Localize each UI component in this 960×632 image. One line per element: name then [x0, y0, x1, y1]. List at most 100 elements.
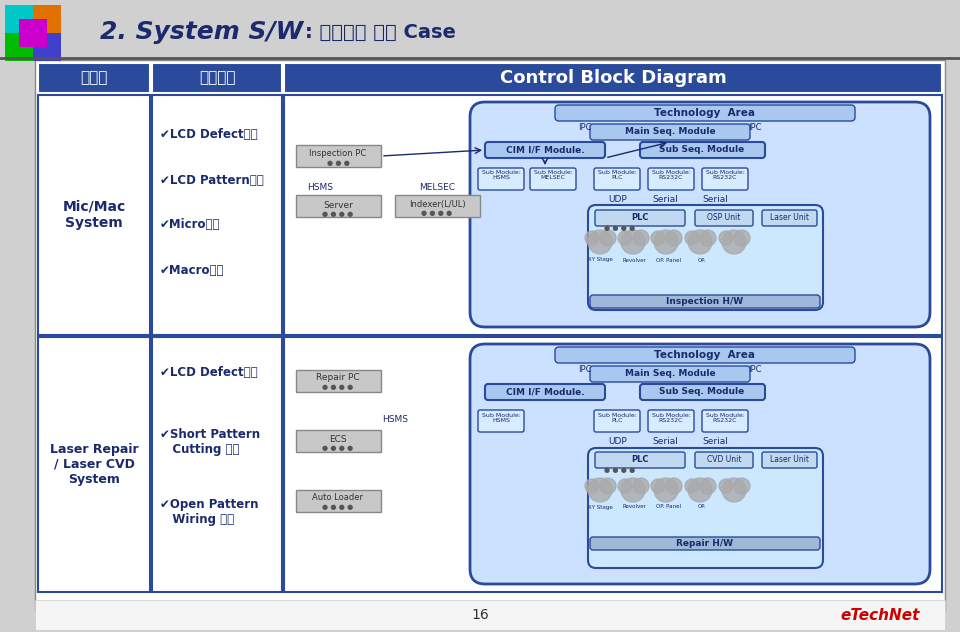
Text: Revolver: Revolver — [622, 504, 646, 509]
Text: Main Seq. Module: Main Seq. Module — [625, 370, 715, 379]
Text: IPC: IPC — [578, 123, 591, 131]
Text: PLC: PLC — [632, 456, 649, 465]
Text: Laser Repair
/ Laser CVD
System: Laser Repair / Laser CVD System — [50, 442, 138, 485]
FancyBboxPatch shape — [640, 142, 765, 158]
Circle shape — [719, 479, 733, 493]
Text: 장비명: 장비명 — [81, 71, 108, 85]
Text: Sub Seq. Module: Sub Seq. Module — [660, 387, 745, 396]
Text: Sub Module:
RS232C: Sub Module: RS232C — [652, 169, 690, 180]
FancyBboxPatch shape — [590, 537, 820, 550]
Bar — [19, 19, 47, 47]
Text: ● ● ● ●: ● ● ● ● — [323, 445, 353, 451]
Circle shape — [685, 479, 699, 493]
FancyBboxPatch shape — [695, 452, 753, 468]
Text: OSP Unit: OSP Unit — [708, 214, 741, 222]
FancyBboxPatch shape — [702, 410, 748, 432]
Text: CIM I/F Module.: CIM I/F Module. — [506, 145, 585, 154]
Text: XY Stage: XY Stage — [588, 257, 612, 262]
Text: ✔Open Pattern
   Wiring 가공: ✔Open Pattern Wiring 가공 — [160, 498, 258, 526]
Text: UDP: UDP — [609, 195, 628, 205]
Circle shape — [666, 230, 682, 246]
Text: ● ● ● ●: ● ● ● ● — [421, 210, 452, 216]
FancyBboxPatch shape — [762, 210, 817, 226]
Text: Sub Module:
MELSEC: Sub Module: MELSEC — [534, 169, 572, 180]
Text: HSMS: HSMS — [382, 415, 408, 425]
Text: eTechNet: eTechNet — [841, 607, 920, 623]
Text: OP.: OP. — [698, 257, 707, 262]
FancyBboxPatch shape — [590, 295, 820, 308]
Circle shape — [700, 478, 716, 494]
FancyBboxPatch shape — [555, 347, 855, 363]
FancyBboxPatch shape — [590, 366, 750, 382]
Text: ✔LCD Defect검사: ✔LCD Defect검사 — [160, 365, 257, 379]
Text: ✔LCD Pattern검사: ✔LCD Pattern검사 — [160, 174, 264, 186]
Circle shape — [588, 230, 612, 254]
Circle shape — [651, 479, 665, 493]
Text: 16: 16 — [471, 608, 489, 622]
FancyBboxPatch shape — [485, 384, 605, 400]
Text: 2. System S/W: 2. System S/W — [100, 20, 303, 44]
FancyBboxPatch shape — [695, 210, 753, 226]
Text: Revolver: Revolver — [622, 257, 646, 262]
Circle shape — [722, 478, 746, 502]
Text: Technology  Area: Technology Area — [655, 350, 756, 360]
Text: ✔Macro검사: ✔Macro검사 — [160, 264, 225, 277]
Text: OP. Panel: OP. Panel — [656, 257, 681, 262]
Bar — [38, 63, 150, 93]
Text: ● ● ● ●: ● ● ● ● — [605, 225, 636, 231]
FancyBboxPatch shape — [588, 448, 823, 568]
FancyBboxPatch shape — [588, 205, 823, 310]
Text: Auto Loader: Auto Loader — [313, 494, 364, 502]
Bar — [296, 370, 381, 392]
Bar — [284, 95, 942, 335]
Circle shape — [734, 230, 750, 246]
FancyBboxPatch shape — [470, 344, 930, 584]
Circle shape — [585, 479, 599, 493]
Bar — [35, 600, 945, 630]
Bar — [152, 63, 282, 93]
Bar — [296, 490, 381, 512]
Circle shape — [688, 230, 712, 254]
Circle shape — [588, 478, 612, 502]
Text: ● ● ● ●: ● ● ● ● — [605, 467, 636, 473]
Text: ● ● ●: ● ● ● — [326, 160, 349, 166]
Circle shape — [633, 230, 649, 246]
Bar — [33, 5, 61, 33]
Bar — [38, 337, 150, 592]
Text: XY Stage: XY Stage — [588, 504, 612, 509]
Circle shape — [654, 478, 678, 502]
Bar — [152, 95, 282, 335]
Text: OP.: OP. — [698, 504, 707, 509]
Text: IPC: IPC — [578, 365, 591, 374]
Circle shape — [618, 479, 632, 493]
FancyBboxPatch shape — [702, 168, 748, 190]
Circle shape — [585, 231, 599, 245]
Bar — [296, 145, 381, 167]
Bar — [35, 60, 945, 610]
Circle shape — [621, 478, 645, 502]
Text: CIM I/F Module.: CIM I/F Module. — [506, 387, 585, 396]
FancyBboxPatch shape — [478, 410, 524, 432]
Bar — [284, 63, 942, 93]
Bar — [395, 195, 480, 217]
Circle shape — [685, 231, 699, 245]
Text: PLC: PLC — [632, 214, 649, 222]
Text: UDP: UDP — [609, 437, 628, 446]
Bar — [5, 33, 33, 61]
FancyBboxPatch shape — [470, 102, 930, 327]
Bar — [38, 95, 150, 335]
Circle shape — [719, 231, 733, 245]
Text: ● ● ● ●: ● ● ● ● — [323, 211, 353, 217]
Text: ✔Micro검사: ✔Micro검사 — [160, 219, 221, 231]
Circle shape — [700, 230, 716, 246]
Text: Serial: Serial — [702, 437, 728, 446]
FancyBboxPatch shape — [595, 210, 685, 226]
Circle shape — [600, 230, 616, 246]
Bar — [33, 33, 61, 61]
Text: IPC: IPC — [748, 123, 761, 131]
Text: Inspection H/W: Inspection H/W — [666, 296, 744, 305]
FancyBboxPatch shape — [530, 168, 576, 190]
Text: ● ● ● ●: ● ● ● ● — [323, 504, 353, 510]
Text: OP. Panel: OP. Panel — [656, 504, 681, 509]
Text: Repair PC: Repair PC — [316, 374, 360, 382]
